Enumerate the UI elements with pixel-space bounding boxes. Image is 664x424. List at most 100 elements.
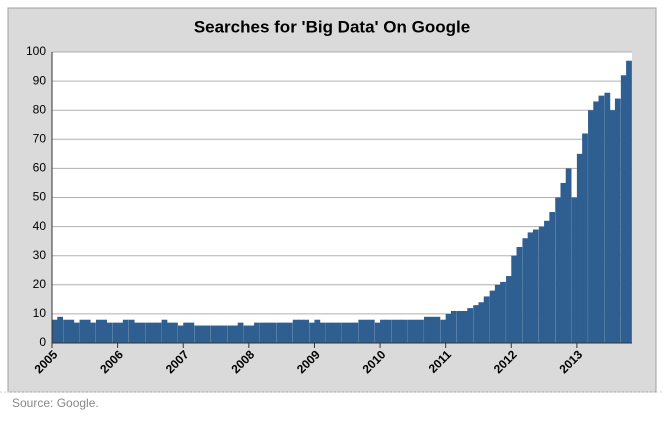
bar [90, 322, 96, 343]
bar [286, 322, 293, 343]
y-tick-label: 80 [33, 102, 47, 116]
bar [445, 313, 452, 343]
bar [281, 322, 288, 343]
bar [237, 322, 244, 343]
bar [145, 322, 151, 343]
bar [494, 284, 501, 343]
bar [314, 319, 321, 343]
y-tick-label: 0 [39, 335, 46, 349]
bar [604, 92, 611, 344]
bar [549, 212, 556, 343]
bar [270, 322, 277, 343]
bar [319, 322, 326, 343]
bar [478, 302, 485, 343]
bar [368, 319, 375, 343]
bar [166, 322, 173, 343]
bar [216, 325, 222, 343]
bar [95, 319, 102, 343]
bar [150, 322, 157, 343]
bar [500, 281, 506, 343]
bar [516, 246, 523, 343]
bar [117, 322, 124, 343]
bar [582, 133, 588, 343]
bar [254, 322, 260, 343]
bar [172, 322, 178, 343]
y-tick-label: 20 [33, 277, 47, 291]
bar [161, 319, 168, 343]
bar [63, 319, 69, 343]
bar [227, 325, 233, 343]
bar [576, 153, 583, 343]
bar [106, 322, 113, 343]
bar [560, 182, 567, 343]
bar [462, 310, 468, 343]
source-note: Source: Google. [12, 396, 99, 410]
bar [434, 316, 441, 343]
bar [380, 319, 386, 343]
y-tick-label: 50 [33, 190, 47, 204]
bar [544, 220, 550, 343]
bar [588, 110, 594, 343]
bar [73, 322, 80, 343]
bar [522, 238, 529, 343]
bar [183, 322, 189, 343]
bar [396, 319, 403, 343]
bar [128, 319, 135, 343]
bar [532, 229, 539, 343]
bar [134, 322, 140, 343]
bar [204, 325, 211, 343]
bar [489, 290, 496, 343]
y-tick-label: 100 [26, 44, 46, 58]
bar [401, 319, 408, 343]
bar [598, 95, 605, 344]
bar [555, 197, 562, 343]
bar [358, 319, 365, 343]
bar [527, 232, 534, 343]
bar [112, 322, 119, 343]
bar [303, 319, 310, 343]
bar [199, 325, 206, 343]
bar [614, 98, 621, 343]
bar [52, 319, 58, 343]
bar [347, 322, 354, 343]
bar [626, 60, 632, 343]
bar [483, 296, 490, 343]
bar [188, 322, 195, 343]
y-tick-label: 60 [33, 161, 47, 175]
bar [101, 319, 107, 343]
bar [609, 110, 616, 343]
bar [467, 308, 474, 343]
bar [424, 316, 430, 343]
bar [342, 322, 348, 343]
bar [177, 325, 184, 343]
bar [429, 316, 436, 343]
bar [538, 226, 545, 343]
bar [473, 305, 479, 343]
bar [84, 319, 91, 343]
bar [511, 255, 518, 343]
bar [248, 325, 255, 343]
bar [391, 319, 397, 343]
bar [221, 325, 228, 343]
bar [122, 319, 129, 343]
bar [259, 322, 266, 343]
bar [385, 319, 392, 343]
bar [139, 322, 146, 343]
bar [565, 168, 572, 343]
bar [374, 322, 381, 343]
bar [363, 319, 370, 343]
bar [243, 325, 250, 343]
y-tick-label: 70 [33, 131, 47, 145]
bar [79, 319, 86, 343]
bar [593, 101, 600, 343]
bar [456, 310, 463, 343]
bar [336, 322, 342, 343]
bar [440, 319, 447, 343]
chart-title: Searches for 'Big Data' On Google [194, 17, 470, 36]
bar [292, 319, 299, 343]
bar [412, 319, 419, 343]
y-tick-label: 10 [33, 306, 47, 320]
y-tick-label: 30 [33, 248, 47, 262]
y-tick-label: 90 [33, 73, 47, 87]
